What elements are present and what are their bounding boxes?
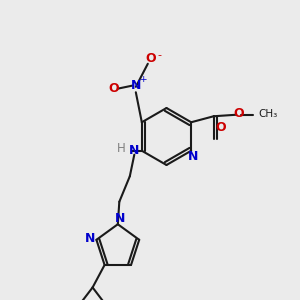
Text: -: -: [157, 50, 161, 60]
Text: N: N: [188, 150, 198, 163]
Text: N: N: [130, 79, 141, 92]
Text: +: +: [139, 75, 146, 84]
Text: H: H: [117, 142, 126, 155]
Text: CH₃: CH₃: [258, 109, 277, 119]
Text: O: O: [145, 52, 155, 65]
Text: O: O: [233, 107, 244, 120]
Text: O: O: [215, 121, 226, 134]
Text: N: N: [129, 144, 140, 157]
Text: N: N: [115, 212, 125, 225]
Text: O: O: [108, 82, 119, 95]
Text: N: N: [85, 232, 95, 245]
